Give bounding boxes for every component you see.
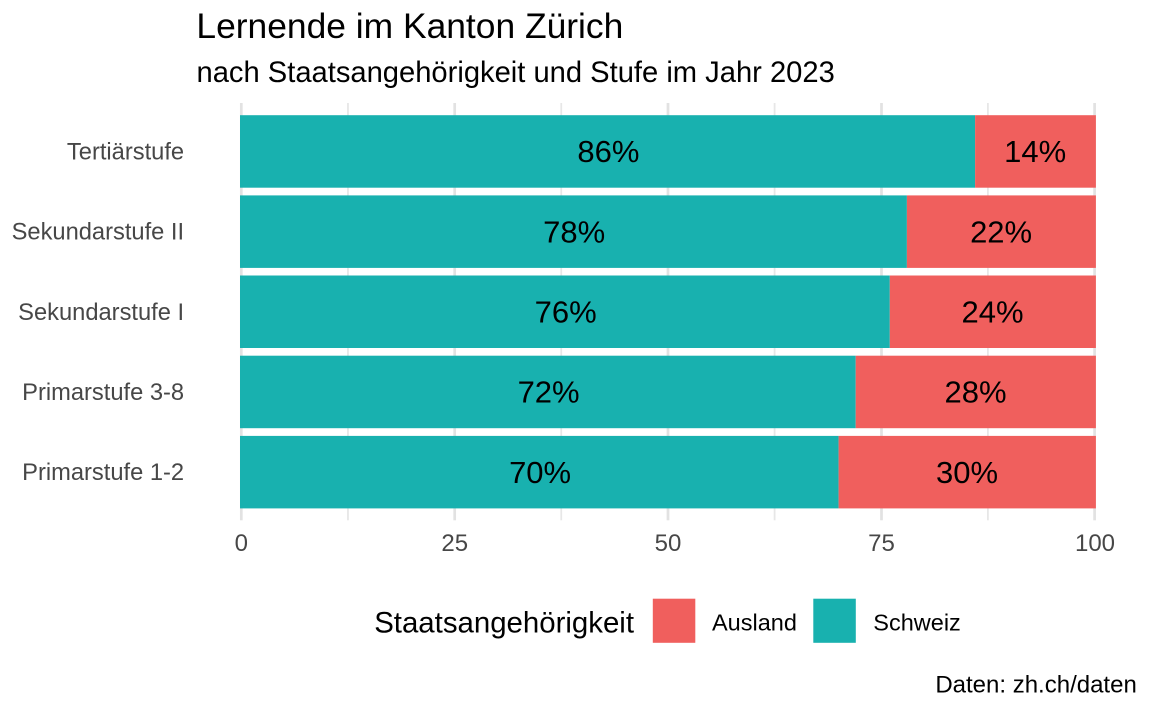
svg-text:Primarstufe 1-2: Primarstufe 1-2 — [22, 460, 184, 486]
svg-text:Daten: zh.ch/daten: Daten: zh.ch/daten — [935, 671, 1136, 698]
svg-text:76%: 76% — [535, 294, 597, 329]
svg-text:50: 50 — [655, 530, 682, 557]
svg-text:25: 25 — [441, 530, 468, 557]
svg-text:Primarstufe 3-8: Primarstufe 3-8 — [22, 380, 184, 406]
svg-text:100: 100 — [1075, 530, 1115, 557]
svg-text:14%: 14% — [1004, 134, 1066, 169]
svg-text:Sekundarstufe I: Sekundarstufe I — [18, 300, 184, 326]
svg-text:Staatsangehörigkeit: Staatsangehörigkeit — [374, 606, 634, 639]
svg-text:75: 75 — [868, 530, 895, 557]
svg-text:28%: 28% — [944, 375, 1006, 410]
svg-text:24%: 24% — [961, 294, 1023, 329]
svg-text:Schweiz: Schweiz — [873, 610, 961, 636]
svg-text:72%: 72% — [518, 375, 580, 410]
svg-text:Lernende im Kanton Zürich: Lernende im Kanton Zürich — [196, 6, 623, 46]
svg-text:Ausland: Ausland — [712, 610, 797, 636]
svg-text:22%: 22% — [970, 214, 1032, 249]
svg-text:Tertiärstufe: Tertiärstufe — [67, 140, 184, 166]
svg-text:78%: 78% — [543, 214, 605, 249]
svg-text:nach Staatsangehörigkeit und S: nach Staatsangehörigkeit und Stufe im Ja… — [197, 57, 835, 89]
svg-text:30%: 30% — [936, 455, 998, 490]
svg-text:70%: 70% — [509, 455, 571, 490]
svg-text:86%: 86% — [577, 134, 639, 169]
svg-text:0: 0 — [235, 530, 248, 557]
svg-text:Sekundarstufe II: Sekundarstufe II — [12, 220, 185, 246]
